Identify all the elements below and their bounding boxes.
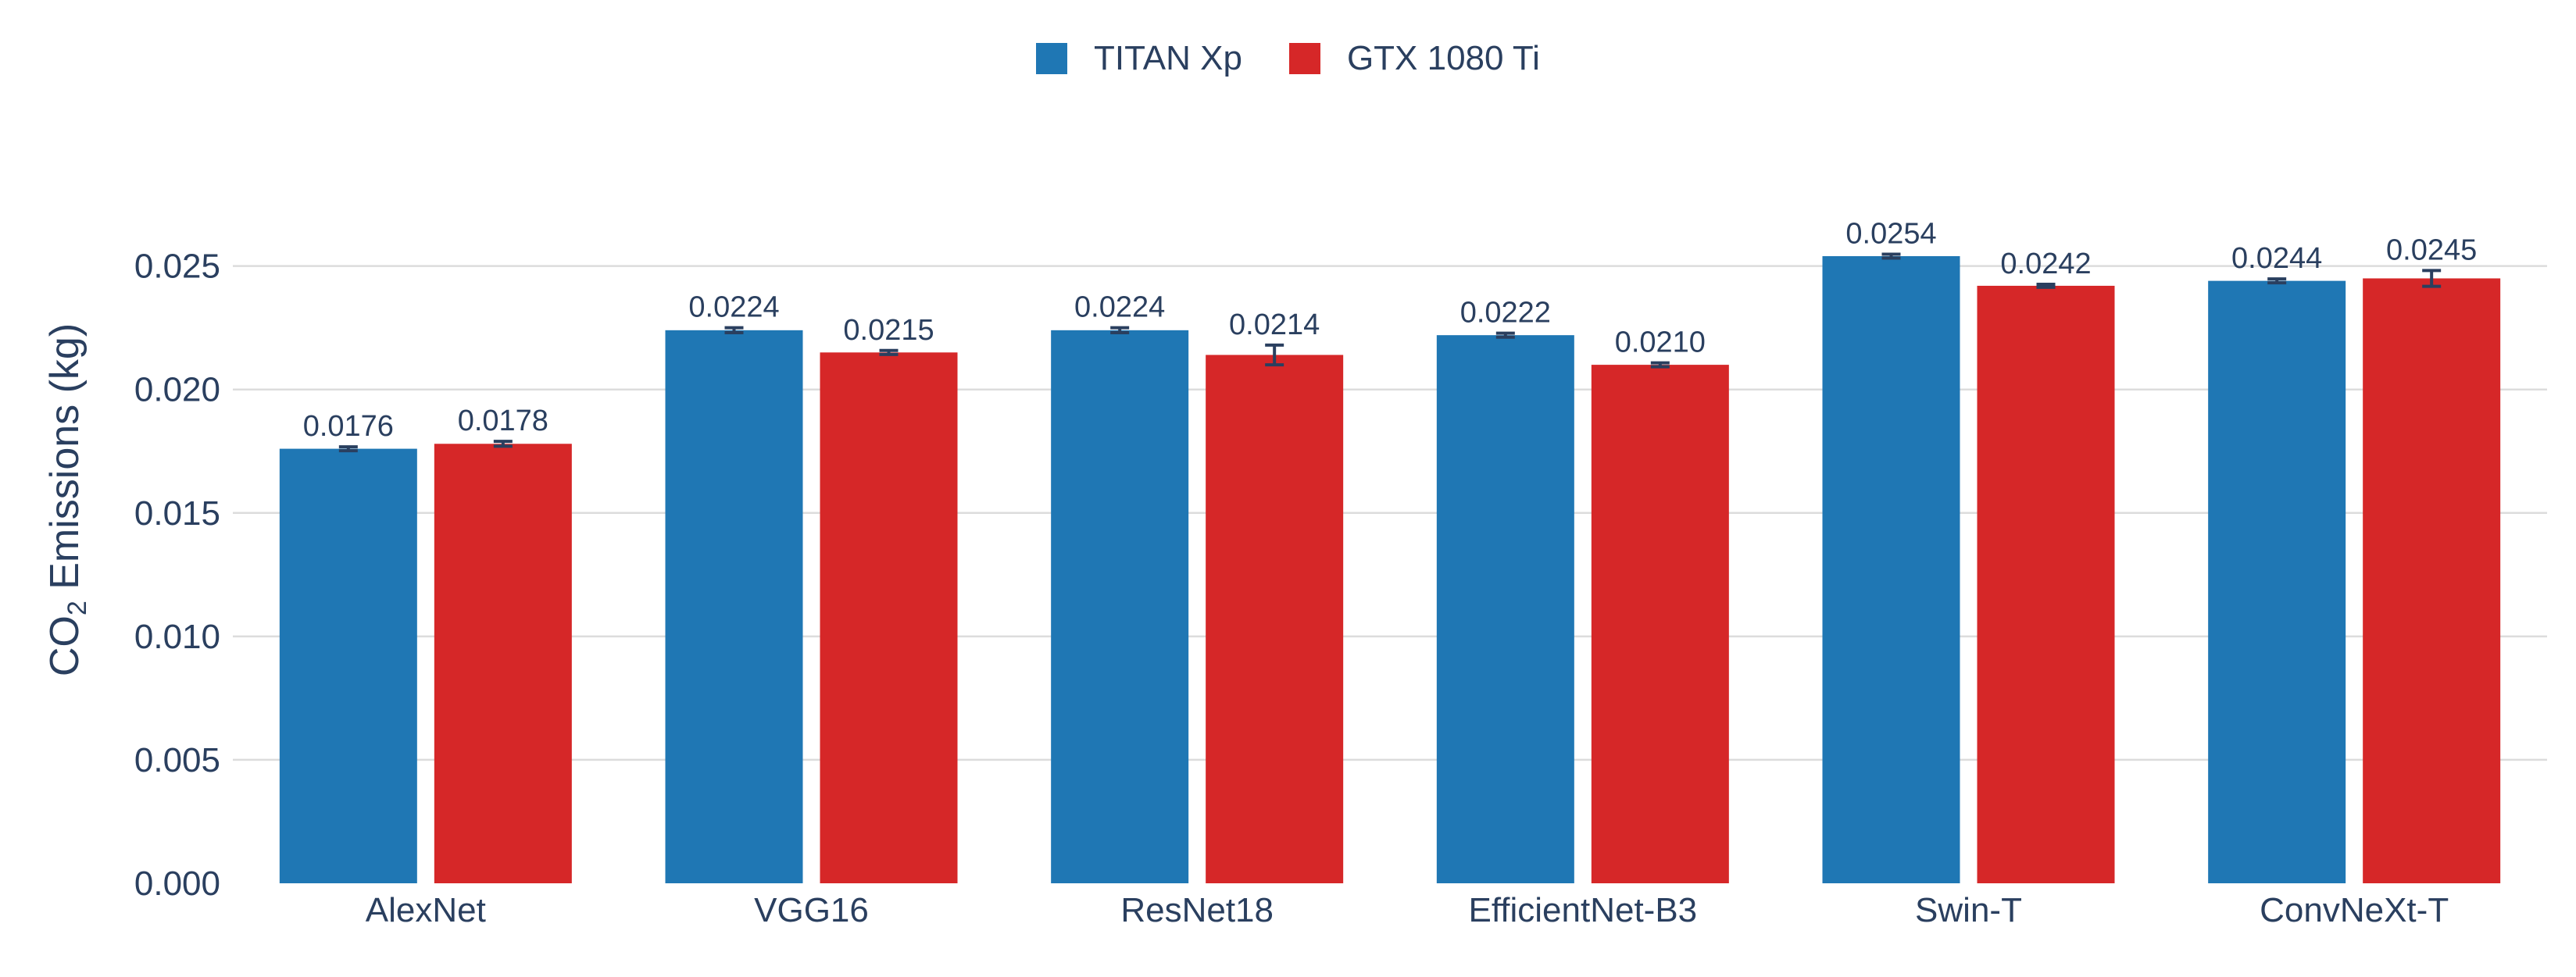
- data-label: 0.0178: [458, 405, 548, 437]
- legend-label-titan-xp: TITAN Xp: [1094, 39, 1242, 77]
- data-label: 0.0245: [2386, 234, 2477, 266]
- y-tick-label: 0.015: [134, 494, 220, 533]
- legend-item-titan-xp[interactable]: TITAN Xp: [1036, 39, 1242, 78]
- bar-vgg16-gtx-1080-ti[interactable]: [820, 352, 958, 884]
- bar-convnext-t-titan-xp[interactable]: [2208, 280, 2346, 883]
- y-tick-label: 0.010: [134, 618, 220, 656]
- legend-label-gtx-1080-ti: GTX 1080 Ti: [1346, 39, 1540, 77]
- data-label: 0.0254: [1845, 217, 1936, 250]
- x-tick-label: ConvNeXt-T: [2260, 891, 2449, 929]
- legend-swatch-gtx-1080-ti: [1288, 43, 1320, 74]
- x-tick-label: VGG16: [754, 891, 869, 929]
- bar-alexnet-titan-xp[interactable]: [279, 448, 417, 883]
- data-label: 0.0176: [303, 410, 394, 443]
- data-label: 0.0242: [2000, 248, 2091, 280]
- bar-swin-t-titan-xp[interactable]: [1822, 256, 1960, 883]
- x-tick-label: AlexNet: [366, 891, 486, 929]
- y-axis-title: CO2 Emissions (kg): [42, 323, 92, 676]
- y-axis-title-main: CO: [42, 615, 88, 676]
- bar-layer: [279, 252, 2501, 884]
- y-tick-label: 0.020: [134, 371, 220, 409]
- bar-resnet18-titan-xp[interactable]: [1051, 330, 1189, 884]
- bar-vgg16-titan-xp[interactable]: [665, 330, 803, 884]
- y-tick-label: 0.025: [134, 248, 220, 286]
- data-label: 0.0210: [1615, 326, 1706, 359]
- bar-efficientnet-b3-gtx-1080-ti[interactable]: [1591, 365, 1729, 884]
- grid-layer: [233, 265, 2547, 761]
- y-tick-label: 0.005: [134, 741, 220, 779]
- legend: TITAN Xp GTX 1080 Ti: [0, 39, 2576, 78]
- legend-swatch-titan-xp: [1036, 43, 1068, 74]
- x-tick-label: Swin-T: [1915, 891, 2022, 929]
- data-label: 0.0215: [843, 314, 934, 347]
- data-label: 0.0244: [2231, 242, 2322, 275]
- bar-alexnet-gtx-1080-ti[interactable]: [434, 444, 572, 883]
- y-tick-label: 0.000: [134, 865, 220, 903]
- data-label: 0.0222: [1460, 297, 1551, 330]
- x-tick-label: EfficientNet-B3: [1468, 891, 1697, 929]
- bar-convnext-t-gtx-1080-ti[interactable]: [2363, 278, 2501, 883]
- y-axis-title-rest: Emissions (kg): [42, 323, 88, 601]
- data-label: 0.0224: [688, 291, 779, 324]
- label-layer: 0.000 0.005 0.010 0.015 0.020 0.025 0.0176 0.01…: [134, 217, 2477, 929]
- y-axis-title-subscript: 2: [63, 601, 92, 615]
- bar-swin-t-gtx-1080-ti[interactable]: [1977, 285, 2115, 884]
- legend-item-gtx-1080-ti[interactable]: GTX 1080 Ti: [1288, 39, 1540, 78]
- bar-efficientnet-b3-titan-xp[interactable]: [1436, 335, 1574, 883]
- x-tick-label: ResNet18: [1120, 891, 1274, 929]
- bar-resnet18-gtx-1080-ti[interactable]: [1206, 355, 1344, 883]
- data-label: 0.0214: [1229, 308, 1320, 341]
- data-label: 0.0224: [1074, 291, 1165, 324]
